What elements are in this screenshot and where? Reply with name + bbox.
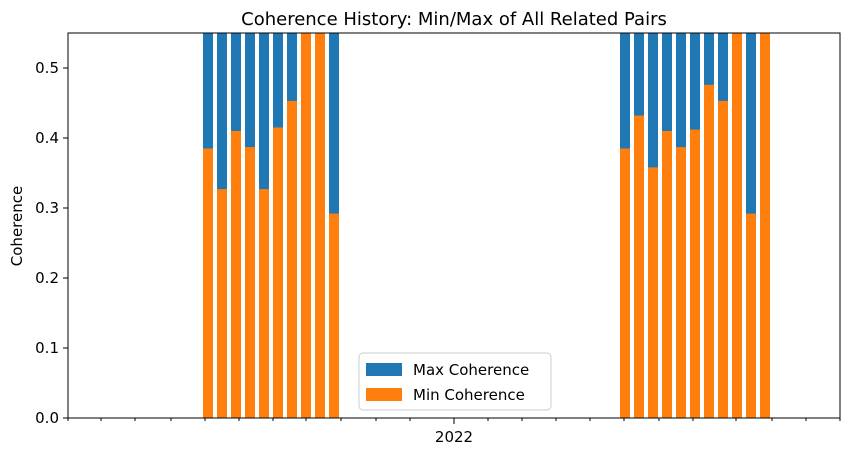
y-axis: 0.0 0.1 0.2 0.3 0.4 0.5: [35, 59, 68, 427]
bar-min-coherence: [245, 147, 255, 418]
bar-min-coherence: [315, 33, 325, 418]
bar-min-coherence: [217, 189, 227, 418]
bar-min-coherence: [760, 33, 770, 418]
y-tick-label: 0.3: [35, 199, 59, 217]
y-tick-label: 0.0: [35, 409, 59, 427]
bar-min-coherence: [273, 127, 283, 418]
bar-min-coherence: [746, 213, 756, 418]
legend-swatch-min: [366, 388, 402, 401]
bar-min-coherence: [732, 33, 742, 418]
bar-min-coherence: [620, 148, 630, 418]
legend-label-max: Max Coherence: [413, 361, 529, 379]
bar-min-coherence: [231, 131, 241, 418]
bars-group: [203, 33, 770, 419]
bar-min-coherence: [676, 147, 686, 418]
bar-min-coherence: [203, 148, 213, 418]
bar-min-coherence: [662, 131, 672, 418]
y-tick-label: 0.5: [35, 59, 59, 77]
y-tick-label: 0.4: [35, 129, 59, 147]
bar-min-coherence: [634, 115, 644, 418]
bar-min-coherence: [704, 84, 714, 419]
chart-title: Coherence History: Min/Max of All Relate…: [241, 9, 667, 30]
bar-min-coherence: [690, 129, 700, 418]
y-tick-label: 0.2: [35, 269, 59, 287]
legend-label-min: Min Coherence: [413, 386, 525, 404]
bar-min-coherence: [301, 33, 311, 418]
bar-min-coherence: [648, 167, 658, 418]
bar-min-coherence: [287, 100, 297, 419]
bar-min-coherence: [718, 100, 728, 419]
bar-min-coherence: [259, 189, 269, 418]
bar-min-coherence: [329, 213, 339, 418]
plot-frame: [67, 32, 841, 419]
legend-box: [358, 352, 552, 411]
x-tick-label: 2022: [435, 428, 473, 446]
y-tick-label: 0.1: [35, 339, 59, 357]
legend-swatch-max: [366, 363, 402, 376]
x-axis: [67, 418, 841, 424]
y-axis-label: Coherence: [8, 186, 26, 266]
legend: Max Coherence Min Coherence: [358, 352, 552, 411]
